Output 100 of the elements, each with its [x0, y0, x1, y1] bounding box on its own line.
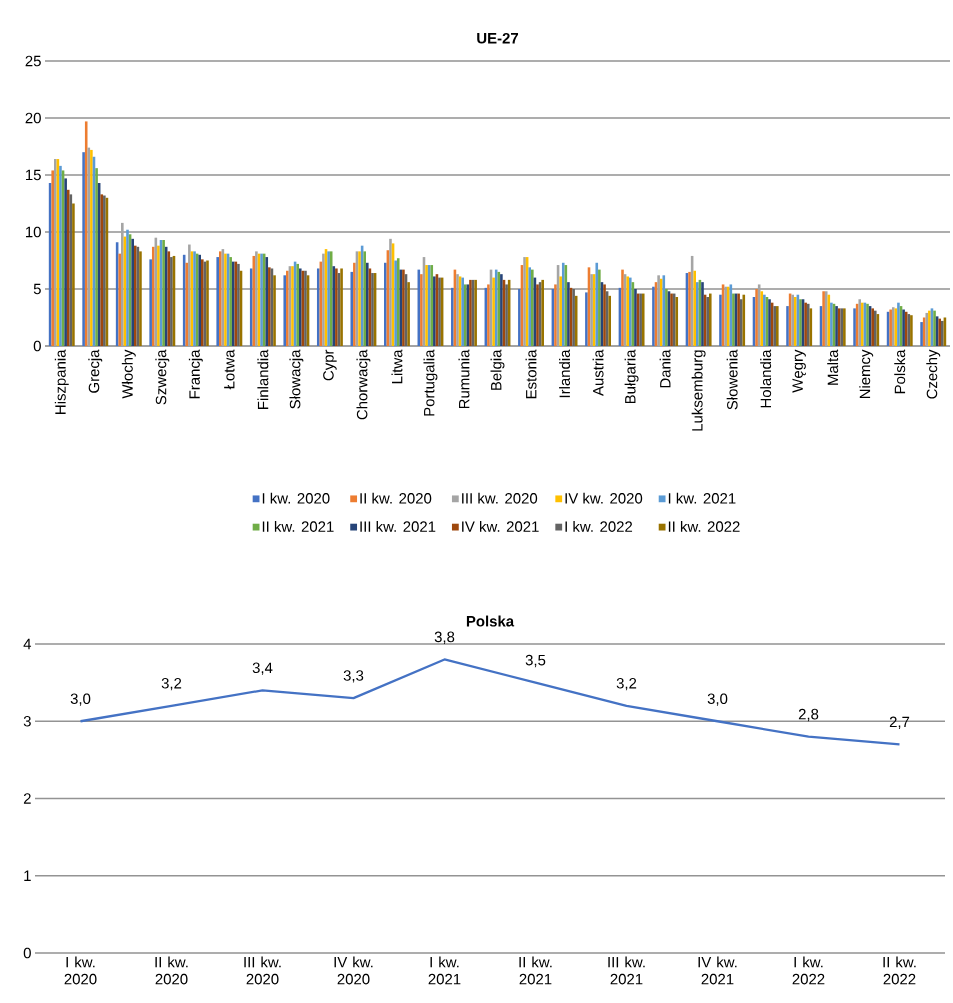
- x-tick-label: Holandia: [760, 349, 772, 408]
- bar: [407, 282, 410, 346]
- bar: [595, 262, 599, 346]
- bar: [64, 178, 67, 346]
- bar: [585, 292, 588, 346]
- legend-label: IV kw. 2021: [462, 520, 539, 532]
- x-tick-label: Dania: [659, 349, 671, 388]
- x-tick-label: II kw. 2021: [519, 956, 552, 985]
- bar: [51, 170, 54, 346]
- x-tick-label: Łotwa: [224, 349, 235, 390]
- bar: [118, 253, 122, 346]
- y-tick-label: 4: [23, 638, 32, 650]
- bar: [420, 274, 423, 346]
- data-label: 3,5: [525, 654, 546, 668]
- x-tick-label: II kw. 2020: [155, 956, 188, 985]
- bar: [366, 262, 369, 346]
- y-tick-label: 15: [26, 169, 41, 181]
- bar: [84, 121, 88, 346]
- data-label: 3,0: [70, 693, 91, 706]
- bar: [518, 288, 521, 346]
- bar: [229, 257, 232, 346]
- bar: [316, 268, 320, 346]
- x-tick-label: Polska: [894, 349, 906, 394]
- bar: [283, 275, 287, 346]
- x-tick-label: Słowacja: [289, 349, 304, 409]
- x-tick-label: Belgia: [490, 349, 505, 390]
- data-label: 3,2: [161, 677, 182, 691]
- x-tick-label: Luksemburg: [691, 350, 706, 431]
- bar: [554, 284, 557, 346]
- bar: [216, 257, 219, 346]
- x-tick-label: Estonia: [525, 349, 537, 399]
- bar: [451, 287, 454, 346]
- bar: [363, 251, 367, 346]
- x-tick-label: Węgry: [792, 349, 806, 393]
- x-tick-label: Włochy: [121, 349, 136, 399]
- y-tick-label: 1: [24, 870, 31, 881]
- bar: [559, 276, 562, 346]
- x-tick-label: I kw. 2022: [792, 956, 825, 985]
- y-tick-label: 0: [33, 340, 41, 352]
- bar: [786, 306, 789, 346]
- x-tick-label: Irlandia: [559, 349, 571, 398]
- x-tick-label: IV kw. 2021: [698, 956, 737, 985]
- bar: [185, 262, 189, 346]
- x-tick-label: Niemcy: [859, 349, 874, 399]
- bar: [273, 275, 276, 346]
- legend-label: III kw. 2020: [462, 492, 538, 504]
- bar: [693, 270, 697, 346]
- bar: [634, 288, 637, 346]
- legend-label: I kw. 2022: [565, 520, 633, 532]
- bar: [340, 268, 343, 346]
- data-label: 3,0: [707, 693, 728, 706]
- x-tick-label: Chorwacja: [356, 349, 371, 420]
- x-tick-label: Słowenia: [726, 349, 738, 410]
- chart-title: Polska: [466, 615, 515, 627]
- y-tick-label: 3: [23, 715, 31, 727]
- x-tick-label: Austria: [592, 349, 604, 396]
- bar: [920, 322, 923, 346]
- legend-label: II kw. 2020: [360, 492, 432, 504]
- x-tick-label: II kw. 2022: [883, 956, 916, 985]
- bar: [249, 268, 253, 346]
- bar: [739, 299, 743, 346]
- x-tick-label: I kw. 2021: [428, 956, 461, 985]
- y-tick-label: 25: [25, 55, 41, 67]
- x-tick-label: III kw. 2020: [244, 956, 281, 985]
- data-label: 3,3: [343, 670, 364, 683]
- x-tick-label: IV kw. 2020: [334, 956, 373, 985]
- legend-label: II kw. 2021: [262, 520, 334, 532]
- bar: [286, 270, 289, 346]
- bar: [353, 262, 356, 346]
- bar: [719, 294, 722, 346]
- bar: [652, 286, 655, 346]
- x-tick-label: Grecja: [88, 349, 103, 393]
- x-tick-label: I kw. 2020: [64, 956, 97, 985]
- bar: [95, 168, 98, 346]
- bar: [505, 284, 508, 346]
- bar: [567, 282, 570, 346]
- legend-label: II kw. 2022: [668, 520, 740, 532]
- data-label: 3,2: [616, 677, 637, 691]
- bar: [167, 251, 171, 346]
- bar: [157, 245, 160, 346]
- bar: [126, 229, 129, 346]
- chart-title: UE-27: [477, 32, 519, 44]
- x-tick-label: Szwecja: [155, 349, 170, 405]
- x-tick-label: Rumunia: [458, 349, 470, 409]
- legend-label: I kw. 2020: [262, 492, 330, 504]
- bar: [598, 269, 601, 346]
- bar: [72, 203, 75, 346]
- bar: [621, 269, 624, 346]
- bar: [66, 189, 70, 346]
- bar: [608, 295, 612, 346]
- y-tick-label: 0: [23, 947, 31, 959]
- x-tick-label: Malta: [827, 349, 839, 385]
- bar: [492, 277, 495, 346]
- data-label: 3,4: [252, 662, 273, 675]
- x-tick-label: Cypr: [323, 349, 337, 381]
- bar: [350, 271, 354, 346]
- bar: [853, 308, 856, 346]
- legend-label: IV kw. 2020: [565, 492, 643, 504]
- data-label: 2,7: [889, 716, 910, 729]
- data-label: 3,8: [434, 631, 455, 644]
